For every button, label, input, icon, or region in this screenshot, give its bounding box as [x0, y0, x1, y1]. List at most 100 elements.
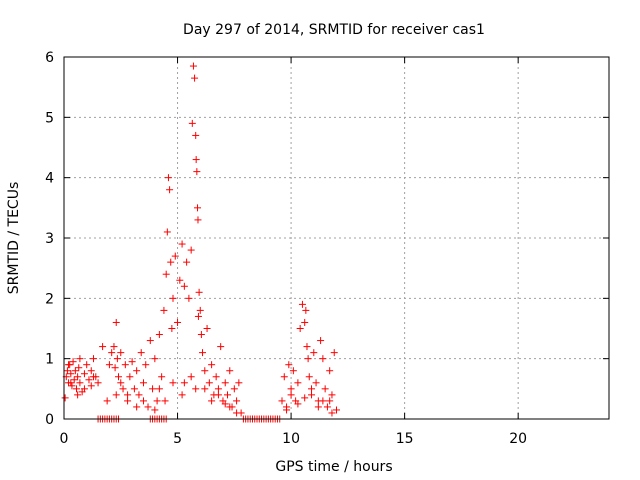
data-point	[128, 358, 136, 366]
data-point	[303, 343, 311, 351]
data-point	[117, 379, 125, 387]
data-point	[310, 349, 318, 357]
data-point	[135, 391, 143, 399]
data-point	[208, 397, 216, 405]
x-tick-label: 0	[60, 431, 69, 447]
data-point	[208, 361, 216, 369]
data-point	[287, 391, 295, 399]
data-point	[214, 385, 222, 393]
data-point	[166, 186, 174, 194]
data-point	[188, 119, 196, 127]
data-point	[110, 343, 118, 351]
data-point	[212, 373, 220, 381]
data-point	[217, 343, 225, 351]
data-point	[326, 397, 334, 405]
axis-ticks: 0 5 10 15 20 0 1 2 3 4 5 6	[45, 50, 609, 447]
x-tick-label: 20	[509, 431, 527, 447]
data-point	[151, 355, 159, 363]
data-point	[67, 379, 75, 387]
data-point	[201, 367, 209, 375]
data-point	[203, 325, 211, 332]
data-point	[185, 294, 193, 302]
data-point	[230, 385, 238, 393]
data-point	[112, 391, 120, 399]
y-tick-label: 3	[45, 231, 54, 247]
data-point	[187, 246, 195, 254]
data-point	[302, 306, 310, 314]
data-point	[285, 361, 293, 369]
data-point	[205, 379, 213, 387]
y-tick-label: 2	[45, 291, 54, 307]
data-point	[233, 397, 241, 405]
data-point	[80, 385, 88, 393]
data-point	[195, 288, 203, 296]
data-point	[153, 397, 161, 405]
data-point	[70, 376, 78, 384]
data-point	[85, 376, 93, 384]
data-point	[142, 361, 150, 369]
data-point	[67, 370, 75, 378]
data-point	[80, 370, 88, 378]
data-point	[76, 379, 84, 387]
data-point	[197, 331, 205, 339]
data-point	[191, 74, 199, 82]
data-point	[194, 216, 202, 224]
data-point	[69, 358, 77, 366]
data-point	[278, 397, 286, 405]
data-point	[71, 367, 79, 375]
data-point	[130, 385, 138, 393]
data-point	[133, 367, 141, 375]
data-point	[112, 318, 120, 326]
data-point	[189, 62, 197, 70]
y-tick-label: 4	[45, 171, 54, 187]
data-point	[294, 400, 302, 408]
data-point	[155, 331, 163, 339]
data-point	[296, 325, 304, 332]
data-point	[72, 385, 80, 393]
data-point	[294, 379, 302, 387]
data-point	[319, 355, 327, 363]
data-point	[221, 379, 229, 387]
data-point	[171, 252, 179, 260]
data-point	[226, 403, 234, 411]
data-point	[139, 397, 147, 405]
data-point	[126, 373, 134, 381]
data-point	[199, 349, 207, 357]
data-points	[61, 62, 340, 423]
data-point	[224, 391, 231, 399]
data-point	[167, 258, 175, 266]
data-point	[317, 337, 325, 345]
data-point	[151, 406, 159, 414]
data-point	[169, 379, 177, 387]
data-point	[161, 397, 169, 405]
data-point	[187, 373, 195, 381]
data-point	[178, 391, 186, 399]
data-point	[308, 391, 316, 399]
data-point	[121, 361, 129, 369]
data-point	[180, 379, 188, 387]
data-point	[192, 385, 200, 393]
data-point	[75, 364, 83, 372]
data-point	[330, 349, 338, 357]
data-point	[214, 391, 222, 399]
data-point	[90, 355, 98, 363]
data-point	[221, 400, 229, 408]
data-point	[192, 131, 200, 139]
data-point	[192, 156, 200, 164]
x-tick-label: 15	[396, 431, 414, 447]
data-point	[113, 355, 121, 363]
chart-title: Day 297 of 2014, SRMTID for receiver cas…	[183, 22, 485, 38]
x-tick-label: 10	[282, 431, 300, 447]
data-point	[178, 240, 186, 248]
data-point	[289, 367, 297, 375]
data-point	[124, 391, 132, 399]
data-point	[83, 361, 91, 369]
data-point	[146, 337, 154, 345]
data-point	[164, 174, 172, 182]
data-point	[68, 382, 76, 390]
data-point	[74, 391, 82, 399]
data-point	[160, 306, 168, 314]
data-point	[124, 397, 132, 405]
data-point	[235, 379, 243, 387]
data-point	[301, 318, 309, 326]
